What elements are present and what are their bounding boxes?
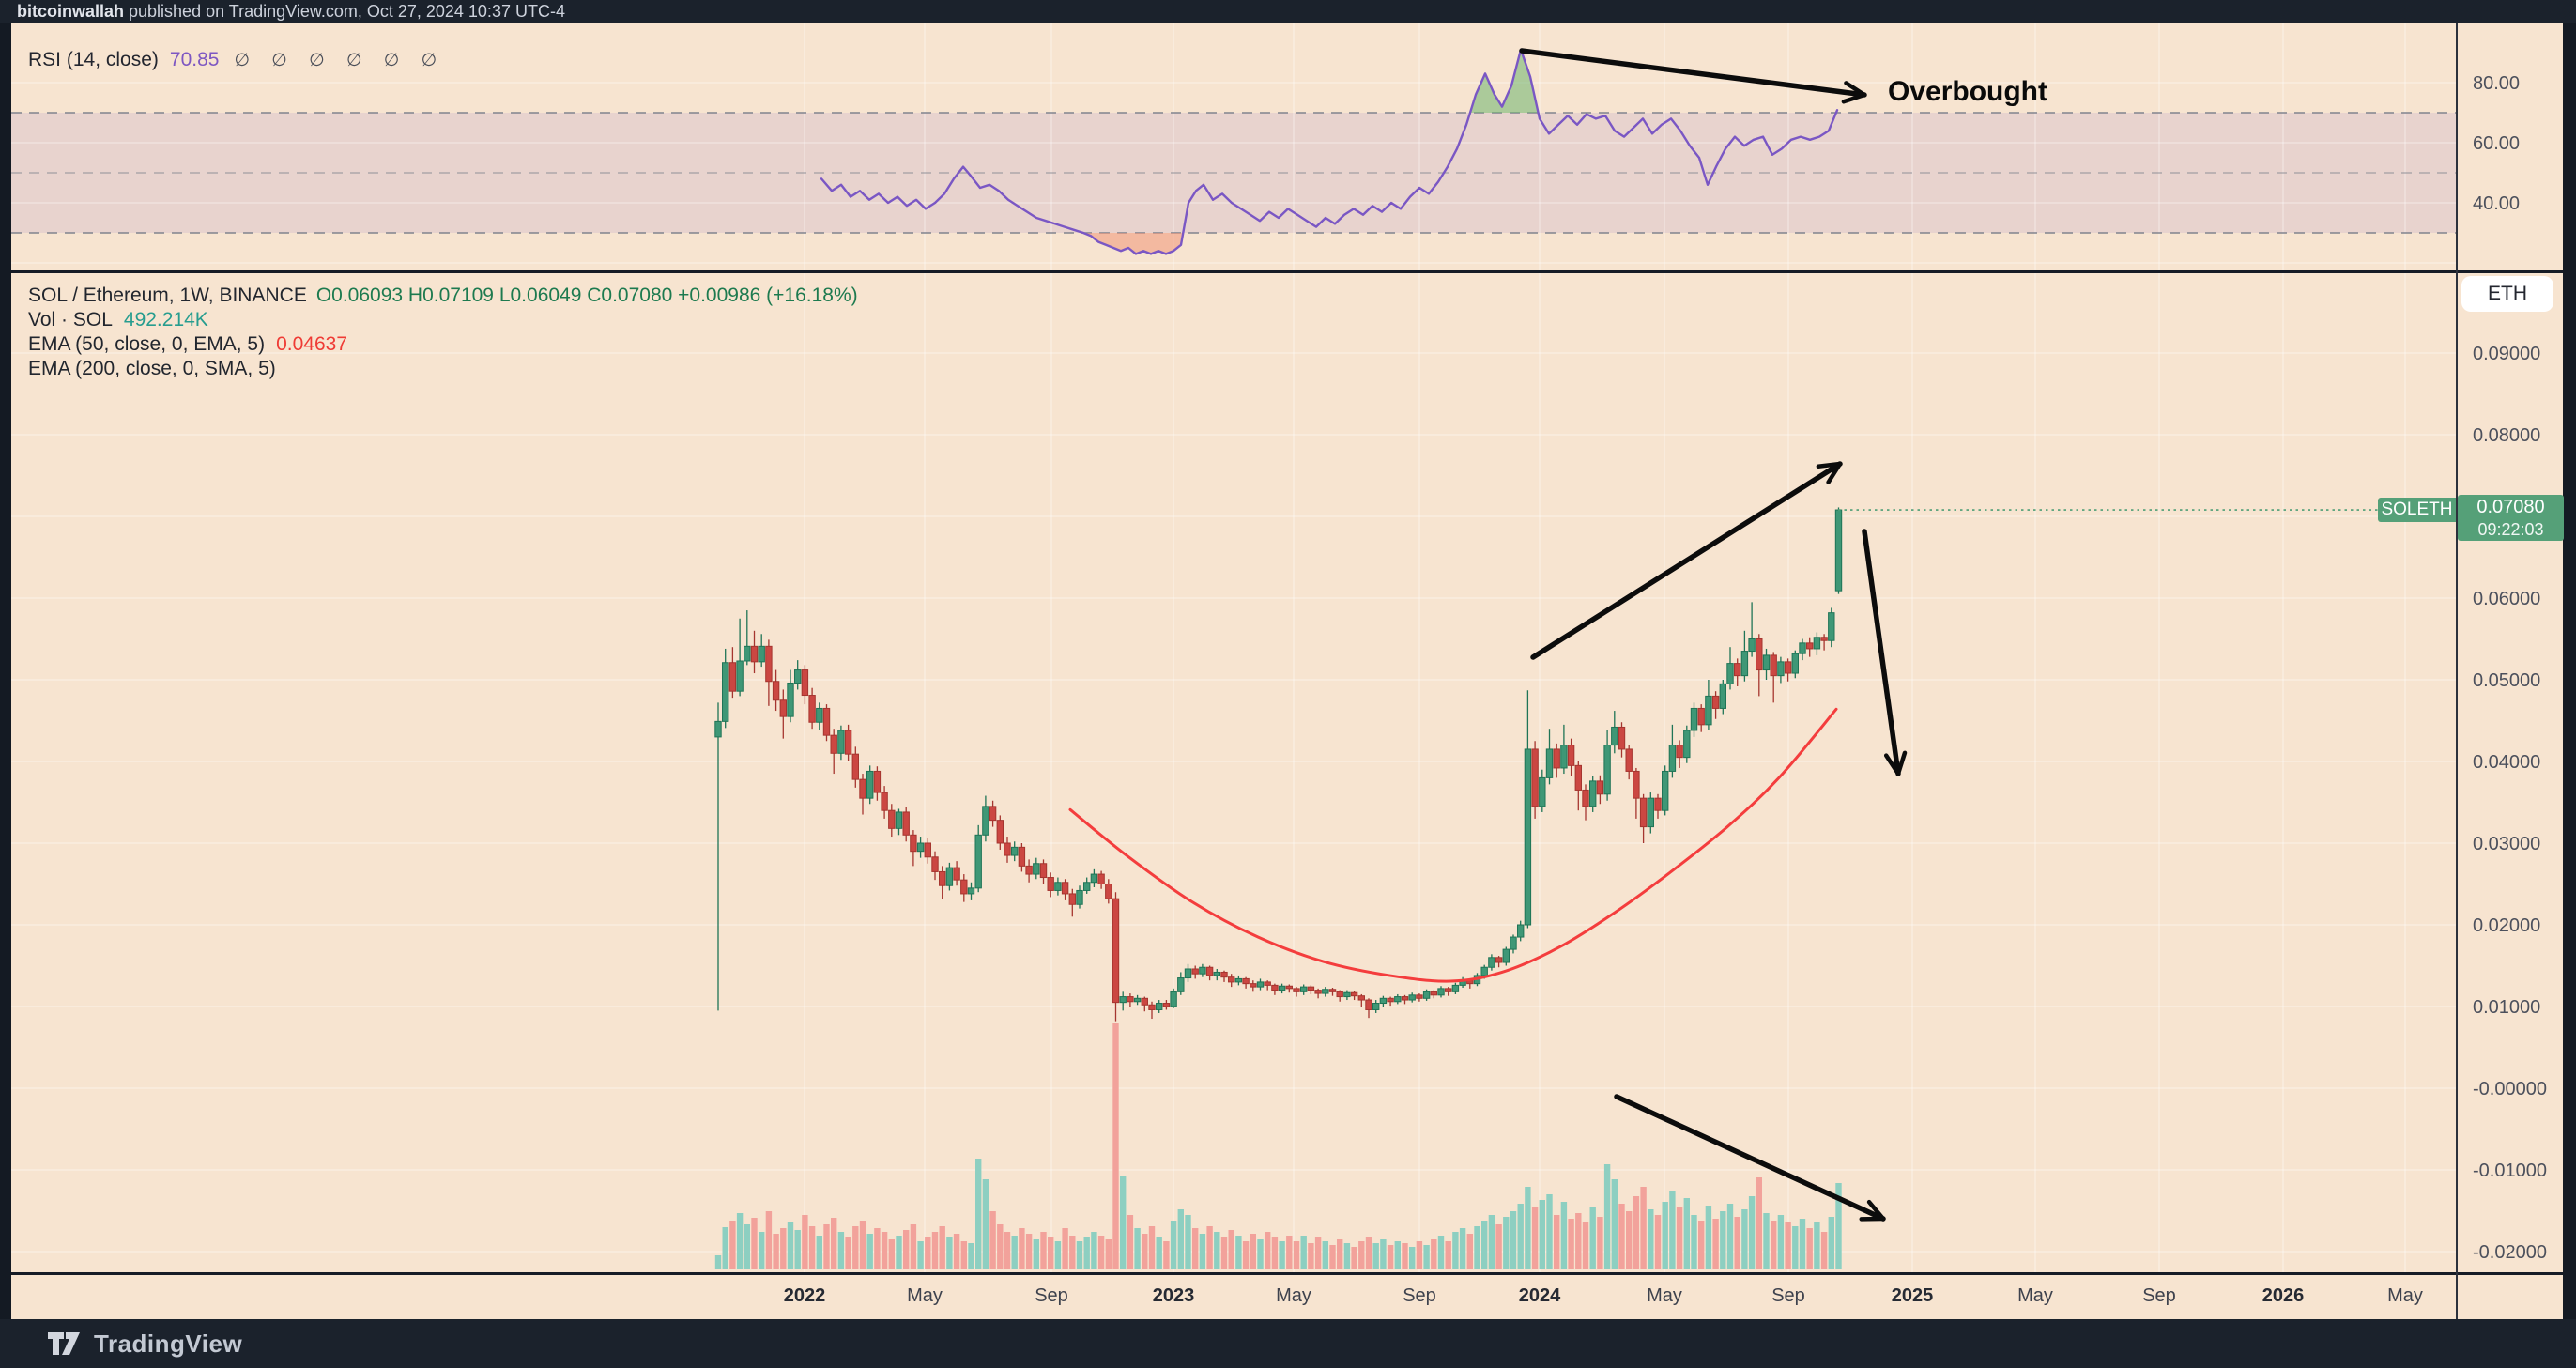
tradingview-logo-icon[interactable] bbox=[47, 1329, 81, 1359]
ohlc-values: O0.06093 H0.07109 L0.06049 C0.07080 +0.0… bbox=[315, 284, 858, 306]
svg-text:2024: 2024 bbox=[1519, 1285, 1561, 1306]
svg-text:0.06000: 0.06000 bbox=[2473, 589, 2540, 609]
svg-text:Sep: Sep bbox=[1403, 1285, 1436, 1306]
countdown-timer: 09:22:03 bbox=[2477, 520, 2544, 539]
symbol-price-label: SOLETH bbox=[2378, 498, 2456, 522]
svg-text:May: May bbox=[2017, 1285, 2053, 1306]
svg-text:-0.02000: -0.02000 bbox=[2473, 1242, 2547, 1263]
svg-text:Sep: Sep bbox=[1035, 1285, 1068, 1306]
rsi-hidden-values: ∅ ∅ ∅ ∅ ∅ ∅ bbox=[234, 50, 446, 70]
svg-text:May: May bbox=[1276, 1285, 1311, 1306]
ema50-label: EMA (50, close, 0, EMA, 5) bbox=[28, 333, 266, 355]
svg-text:Sep: Sep bbox=[1771, 1285, 1805, 1306]
rsi-indicator-legend[interactable]: RSI (14, close) 70.85 ∅ ∅ ∅ ∅ ∅ ∅ bbox=[28, 49, 445, 71]
footer-brand-text[interactable]: TradingView bbox=[94, 1329, 243, 1358]
svg-text:40.00: 40.00 bbox=[2473, 193, 2520, 214]
rsi-label: RSI (14, close) bbox=[28, 49, 159, 70]
symbol-legend-row[interactable]: SOL / Ethereum, 1W, BINANCE O0.06093 H0.0… bbox=[28, 284, 858, 308]
attribution-text: published on TradingView.com, Oct 27, 20… bbox=[124, 1, 565, 21]
svg-text:May: May bbox=[2387, 1285, 2423, 1306]
volume-legend-row[interactable]: Vol · SOL 492.214K bbox=[28, 308, 858, 332]
attribution-bar: bitcoinwallah published on TradingView.c… bbox=[0, 0, 2576, 23]
ema200-legend-row[interactable]: EMA (200, close, 0, SMA, 5) bbox=[28, 357, 858, 381]
svg-text:0.02000: 0.02000 bbox=[2473, 915, 2540, 936]
chart-background bbox=[11, 23, 2563, 1319]
footer-bar: TradingView bbox=[0, 1319, 2576, 1368]
symbol-title: SOL / Ethereum, 1W, BINANCE bbox=[28, 284, 307, 306]
ema50-legend-row[interactable]: EMA (50, close, 0, EMA, 5) 0.04637 bbox=[28, 332, 858, 357]
svg-text:2023: 2023 bbox=[1153, 1285, 1195, 1306]
svg-text:2022: 2022 bbox=[784, 1285, 826, 1306]
rsi-value: 70.85 bbox=[169, 49, 220, 70]
svg-text:-0.01000: -0.01000 bbox=[2473, 1160, 2547, 1181]
svg-text:2025: 2025 bbox=[1892, 1285, 1934, 1306]
svg-text:0.09000: 0.09000 bbox=[2473, 344, 2540, 364]
svg-text:May: May bbox=[907, 1285, 943, 1306]
author-name: bitcoinwallah bbox=[17, 1, 125, 21]
volume-label: Vol · SOL bbox=[28, 309, 113, 330]
svg-text:May: May bbox=[1647, 1285, 1682, 1306]
currency-unit-button[interactable]: ETH bbox=[2461, 276, 2553, 312]
last-price-tag: 0.07080 09:22:03 bbox=[2458, 495, 2564, 541]
svg-text:80.00: 80.00 bbox=[2473, 73, 2520, 94]
svg-text:0.01000: 0.01000 bbox=[2473, 997, 2540, 1018]
ema200-label: EMA (200, close, 0, SMA, 5) bbox=[28, 358, 276, 379]
svg-text:Sep: Sep bbox=[2142, 1285, 2176, 1306]
svg-text:0.08000: 0.08000 bbox=[2473, 425, 2540, 446]
svg-text:0.05000: 0.05000 bbox=[2473, 670, 2540, 691]
main-chart-legend: SOL / Ethereum, 1W, BINANCE O0.06093 H0.0… bbox=[28, 284, 858, 381]
last-price-value: 0.07080 bbox=[2476, 497, 2545, 517]
ema50-value: 0.04637 bbox=[276, 333, 348, 355]
volume-value: 492.214K bbox=[123, 309, 208, 330]
svg-text:-0.00000: -0.00000 bbox=[2473, 1079, 2547, 1099]
svg-text:0.03000: 0.03000 bbox=[2473, 834, 2540, 854]
overbought-annotation[interactable]: Overbought bbox=[1888, 76, 2047, 107]
svg-text:2026: 2026 bbox=[2262, 1285, 2305, 1306]
svg-text:60.00: 60.00 bbox=[2473, 133, 2520, 154]
svg-text:0.04000: 0.04000 bbox=[2473, 752, 2540, 773]
